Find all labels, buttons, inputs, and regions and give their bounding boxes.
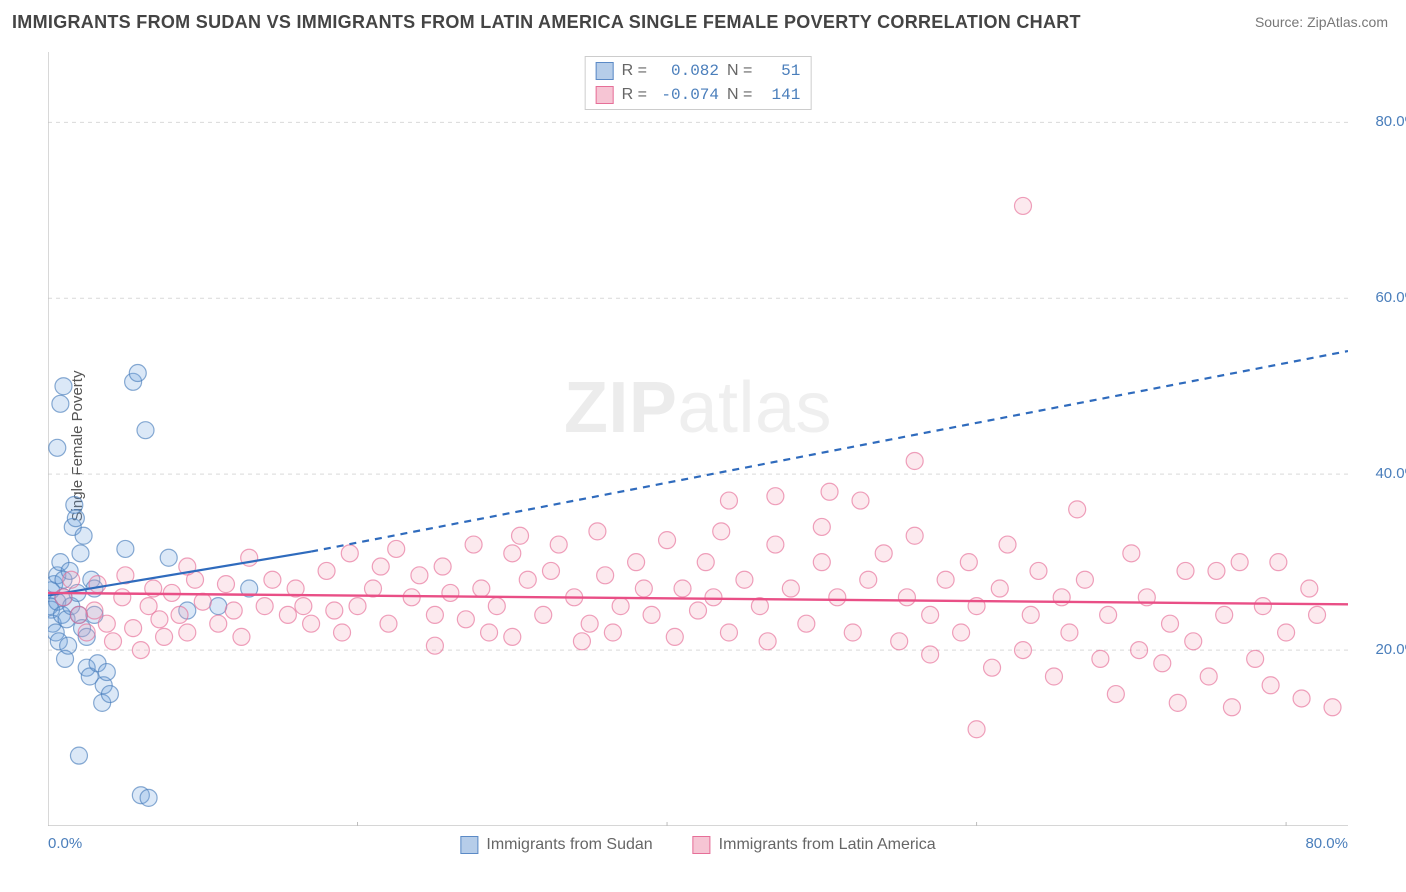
stat-label-R: R =: [622, 62, 647, 80]
chart-container: IMMIGRANTS FROM SUDAN VS IMMIGRANTS FROM…: [0, 0, 1406, 892]
stat-value-N-latin: 141: [760, 86, 800, 104]
stat-label-R: R =: [622, 86, 647, 104]
swatch-sudan-icon: [596, 62, 614, 80]
legend-stats-box: R = 0.082 N = 51 R = -0.074 N = 141: [585, 56, 812, 110]
legend-series: Immigrants from Sudan Immigrants from La…: [460, 836, 935, 854]
x-tick-min: 0.0%: [48, 835, 82, 852]
stat-label-N: N =: [727, 86, 752, 104]
y-tick-label: 60.0%: [1375, 289, 1406, 306]
legend-label-sudan: Immigrants from Sudan: [486, 836, 652, 854]
scatter-plot-svg: [48, 52, 1348, 826]
plot-area: ZIPatlas R = 0.082 N = 51 R = -0.074 N =…: [48, 52, 1348, 826]
legend-item-sudan: Immigrants from Sudan: [460, 836, 652, 854]
source-label: Source: ZipAtlas.com: [1255, 14, 1388, 30]
stat-value-R-sudan: 0.082: [655, 62, 719, 80]
source-name: ZipAtlas.com: [1307, 14, 1388, 30]
legend-label-latin: Immigrants from Latin America: [719, 836, 936, 854]
legend-stats-row-latin: R = -0.074 N = 141: [596, 83, 801, 107]
legend-stats-row-sudan: R = 0.082 N = 51: [596, 59, 801, 83]
swatch-latin-icon: [693, 836, 711, 854]
legend-item-latin: Immigrants from Latin America: [693, 836, 936, 854]
source-prefix: Source:: [1255, 14, 1307, 30]
y-tick-label: 20.0%: [1375, 641, 1406, 658]
swatch-sudan-icon: [460, 836, 478, 854]
x-tick-max: 80.0%: [1305, 835, 1348, 852]
y-tick-label: 40.0%: [1375, 465, 1406, 482]
stat-value-N-sudan: 51: [760, 62, 800, 80]
stat-value-R-latin: -0.074: [655, 86, 719, 104]
swatch-latin-icon: [596, 86, 614, 104]
y-tick-label: 80.0%: [1375, 113, 1406, 130]
stat-label-N: N =: [727, 62, 752, 80]
chart-title: IMMIGRANTS FROM SUDAN VS IMMIGRANTS FROM…: [12, 12, 1081, 33]
